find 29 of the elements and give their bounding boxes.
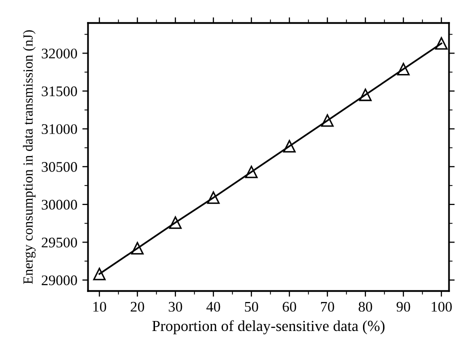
x-tick-label: 60	[282, 302, 296, 312]
point	[359, 88, 372, 102]
x-axis-title: Proportion of delay-sensitive data (%)	[152, 320, 384, 334]
y-tick-label: 29500	[42, 238, 78, 248]
y-tick-label: 30000	[42, 200, 78, 210]
y-tick-label: 30500	[42, 162, 78, 172]
point	[245, 166, 258, 178]
point	[435, 37, 448, 50]
y-axis-title: Energy consumption in data transmission (nJ)	[22, 30, 36, 284]
x-tick-label: 70	[321, 302, 334, 312]
x-tick-label: 40	[206, 302, 220, 312]
point	[321, 114, 334, 127]
point	[93, 268, 106, 280]
x-tick-label: 100	[432, 302, 452, 312]
x-tick-label: 80	[358, 302, 372, 312]
x-tick-label: 30	[168, 302, 182, 312]
point	[169, 216, 182, 229]
point	[397, 62, 410, 76]
y-tick-label: 31000	[42, 124, 78, 134]
x-tick-label: 90	[396, 302, 410, 312]
point	[131, 242, 144, 255]
point	[207, 191, 220, 204]
x-tick-label: 50	[244, 302, 258, 312]
point	[283, 140, 296, 152]
x-tick-label: 20	[130, 302, 144, 312]
y-tick-label: 31500	[42, 86, 78, 96]
y-tick-label: 32000	[42, 48, 78, 58]
x-tick-label: 10	[93, 302, 106, 312]
y-tick-label: 29000	[42, 275, 78, 286]
